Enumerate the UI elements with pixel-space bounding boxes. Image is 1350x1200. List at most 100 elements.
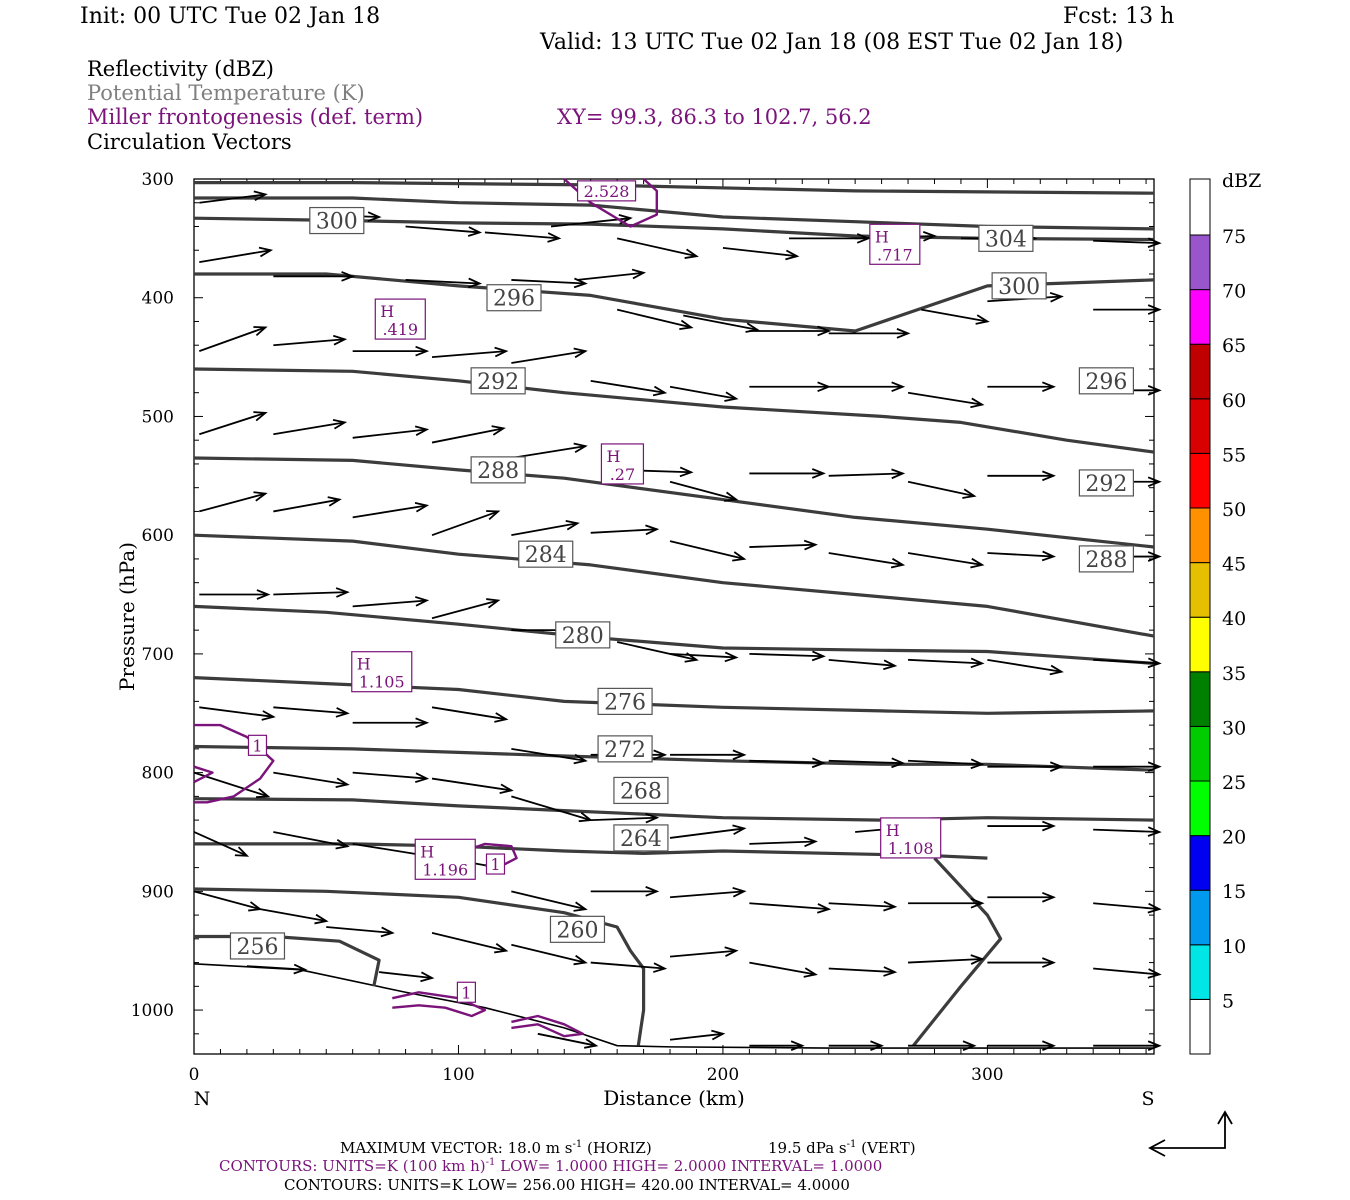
theta-contour-value: 264 (620, 827, 662, 852)
plot-border (193, 178, 1155, 1055)
theta-contour-value: 280 (562, 624, 604, 649)
circulation-vector (987, 658, 1064, 676)
fronto-contour-label: 2.528 (576, 180, 637, 202)
colorbar-top-box (1189, 178, 1211, 236)
circulation-vector (789, 233, 871, 244)
x-tick-label: 100 (442, 1065, 474, 1085)
theta-contour-label: 296 (486, 284, 542, 312)
colorbar-swatch (1189, 671, 1211, 727)
circulation-vector (987, 957, 1056, 968)
circulation-vector (193, 890, 263, 912)
fronto-maximum-letter: H (606, 447, 620, 466)
circulation-vector (1093, 826, 1162, 837)
fronto-contour-line (511, 1014, 584, 1038)
circulation-vector (749, 902, 832, 914)
fronto-maximum-label: H1.108 (880, 817, 942, 859)
circulation-vector (273, 771, 350, 789)
theta-contour-label: 260 (549, 915, 606, 943)
circulation-vector (908, 657, 985, 669)
fronto-maximum-letter: H (380, 302, 394, 321)
y-tick-label: 300 (142, 170, 174, 190)
circulation-vector (670, 749, 747, 761)
circulation-vector (749, 381, 832, 393)
theta-contour-label: 292 (470, 367, 526, 395)
fronto-maximum-value: .419 (382, 320, 418, 339)
circulation-vector (987, 891, 1056, 903)
circulation-vector (273, 831, 350, 850)
field-theta: Potential Temperature (K) (87, 81, 365, 105)
fronto-contour-value: 1 (252, 736, 262, 755)
forecast-hour: Fcst: 13 h (1063, 4, 1175, 29)
theta-contour-value: 292 (477, 370, 519, 395)
colorbar-level-label: 65 (1222, 335, 1246, 357)
x-tick-label: 0 (189, 1065, 200, 1085)
axes: 300 400 500 600 700 800 900 1000 0 100 200 300 N S Dis… (115, 170, 1155, 1110)
colorbar-swatch (1189, 398, 1211, 454)
circulation-vector (352, 771, 430, 783)
circulation-vector (749, 961, 818, 978)
x-tick-label: 300 (971, 1065, 1003, 1085)
circulation-vector (379, 971, 435, 983)
circulation-vector (669, 540, 747, 562)
circulation-vector (1093, 967, 1162, 979)
theta-contour-line (194, 934, 381, 987)
x-end-label-north: N (194, 1088, 211, 1110)
max-vector-note: MAXIMUM VECTOR: 18.0 m s-1 (HORIZ) (340, 1139, 652, 1157)
theta-contour-note: CONTOURS: UNITS=K LOW= 256.00 HIGH= 420.… (284, 1176, 850, 1194)
theta-contour-label: 292 (1078, 469, 1134, 497)
circulation-vector (1093, 902, 1162, 914)
colorbar: 5 10 15 20 25 30 35 40 45 50 55 60 65 70 75 dBZ (1148, 170, 1261, 1157)
colorbar-swatch (1189, 234, 1211, 291)
colorbar-swatch (1189, 725, 1211, 782)
y-axis-title: Pressure (hPa) (115, 542, 139, 691)
circulation-vector (987, 381, 1056, 393)
theta-contour-label: 288 (1078, 545, 1134, 573)
fronto-maximum-label: H1.196 (414, 838, 476, 880)
circulation-vector (669, 651, 739, 663)
circulation-vector (199, 411, 268, 436)
theta-contour-line (193, 367, 1155, 454)
fronto-contour-value: 1 (461, 983, 471, 1002)
circulation-vector (199, 190, 268, 204)
theta-contour-line (193, 887, 646, 1046)
circulation-vector (352, 717, 430, 729)
reference-vector-icon (1148, 1110, 1233, 1157)
circulation-vector (987, 550, 1056, 562)
circulation-vector (577, 268, 646, 281)
circulation-vector (511, 747, 588, 765)
colorbar-level-label: 30 (1222, 717, 1246, 739)
circulation-vector (987, 820, 1056, 832)
theta-contour-value: 300 (998, 275, 1040, 300)
fronto-contour-label: 1 (485, 853, 506, 875)
circulation-vector (907, 391, 985, 409)
theta-contour-line (194, 181, 1155, 195)
y-tick-label: 1000 (131, 1001, 174, 1021)
field-vectors: Circulation Vectors (87, 130, 292, 154)
circulation-vector (828, 658, 898, 671)
fronto-maximum-value: .27 (610, 465, 635, 484)
fronto-contour-label: 1 (247, 734, 268, 756)
theta-contour-value: 268 (620, 779, 662, 804)
circulation-vector (511, 890, 588, 912)
circulation-vector (828, 900, 898, 912)
circulation-vector (326, 926, 395, 938)
circulation-vector (908, 1040, 977, 1051)
circulation-vector (537, 1032, 599, 1049)
circulation-vector (431, 706, 509, 723)
plot-frame (193, 178, 1155, 1055)
circulation-vector (273, 587, 350, 598)
fronto-contour-line (392, 991, 487, 1018)
circulation-vector (193, 831, 250, 857)
circulation-vector (749, 650, 826, 662)
circulation-vector (907, 480, 977, 499)
circulation-vector (749, 325, 832, 337)
colorbar-level-label: 60 (1222, 390, 1246, 412)
circulation-vector (1093, 237, 1162, 249)
x-tick-label: 200 (707, 1065, 739, 1085)
circulation-vectors (193, 190, 1162, 1051)
circulation-vector (749, 757, 826, 769)
theta-contour-value: 300 (316, 210, 358, 235)
colorbar-level-label: 25 (1222, 772, 1246, 794)
fronto-maximum-letter: H (420, 842, 434, 861)
